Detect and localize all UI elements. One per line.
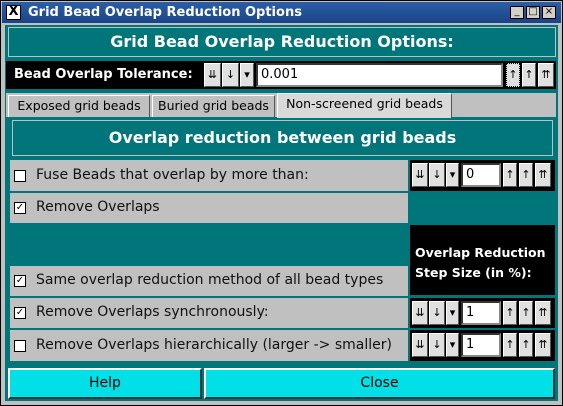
down-arrow-icon: ↓	[432, 168, 442, 181]
remove-overlaps-checkbox[interactable]: ✓	[14, 202, 26, 214]
tolerance-increase-button[interactable]: ↑	[506, 63, 520, 87]
same-method-checkbox[interactable]: ✓	[14, 275, 26, 287]
fuse-beads-checkbox[interactable]	[14, 170, 26, 182]
sync-value-input[interactable]: 1	[461, 301, 501, 325]
tolerance-decrease-button[interactable]: ↓	[222, 63, 239, 87]
down-arrow-icon: ↓	[225, 68, 236, 81]
down-arrow-icon: ↓	[432, 306, 442, 319]
hier-increase-fast-button[interactable]: ⇈	[535, 333, 551, 357]
tab-bar: Exposed grid beads Buried grid beads Non…	[6, 93, 556, 118]
chevron-down-icon: ▾	[449, 306, 456, 319]
tab-buried-grid-beads[interactable]: Buried grid beads	[152, 95, 275, 117]
remove-sync-checkbox[interactable]: ✓	[14, 307, 26, 319]
up-arrow-icon: ↑	[505, 168, 515, 181]
remove-sync-label: Remove Overlaps synchronously:	[36, 304, 269, 320]
up-arrow-icon: ↑	[521, 168, 531, 181]
close-window-button[interactable]: ×	[542, 6, 556, 19]
close-button[interactable]: Close	[204, 368, 555, 399]
double-down-arrow-icon: ⇊	[415, 338, 425, 351]
remove-hier-checkbox[interactable]	[14, 340, 26, 352]
double-up-arrow-icon: ⇈	[538, 306, 548, 319]
hier-increase-more-button[interactable]: ↑	[519, 333, 533, 357]
double-up-arrow-icon: ⇈	[538, 338, 548, 351]
tab-non-screened-grid-beads[interactable]: Non-screened grid beads	[277, 93, 452, 118]
help-button[interactable]: Help	[8, 368, 202, 399]
sync-dropdown-button[interactable]: ▾	[446, 301, 459, 325]
up-arrow-icon: ↑	[508, 68, 518, 81]
up-arrow-icon: ↑	[505, 306, 515, 319]
hier-increase-button[interactable]: ↑	[503, 333, 517, 357]
sync-increase-fast-button[interactable]: ⇈	[535, 301, 551, 325]
chevron-down-icon: ▾	[449, 168, 456, 181]
hier-dropdown-button[interactable]: ▾	[446, 333, 459, 357]
hier-value-input[interactable]: 1	[461, 333, 501, 357]
remove-overlaps-row: ✓ Remove Overlaps	[10, 193, 408, 223]
tolerance-decrease-fast-button[interactable]: ⇊	[204, 63, 221, 87]
tab-exposed-grid-beads[interactable]: Exposed grid beads	[8, 95, 150, 117]
tolerance-dropdown-button[interactable]: ▾	[240, 63, 254, 87]
double-down-arrow-icon: ⇊	[415, 168, 425, 181]
app-icon[interactable]: X	[6, 5, 21, 20]
remove-sync-row: ✓ Remove Overlaps synchronously:	[10, 298, 408, 328]
check-mark-icon: ✓	[15, 202, 25, 213]
sync-increase-more-button[interactable]: ↑	[519, 301, 533, 325]
tolerance-row: Bead Overlap Tolerance: ⇊ ↓ ▾ 0.001 ↑ ↑ …	[6, 61, 556, 89]
tolerance-label: Bead Overlap Tolerance:	[14, 67, 193, 82]
tolerance-input[interactable]: 0.001	[256, 63, 503, 87]
up-arrow-icon: ↑	[505, 338, 515, 351]
fuse-beads-stepper: ⇊ ↓ ▾ 0 ↑ ↑ ⇈	[410, 160, 555, 191]
minimize-button[interactable]: _	[510, 6, 524, 19]
options-panel: Overlap reduction between grid beads Fus…	[10, 118, 555, 364]
hier-stepper: ⇊ ↓ ▾ 1 ↑ ↑ ⇈	[410, 330, 555, 361]
title-bar[interactable]: X Grid Bead Overlap Reduction Options _ …	[2, 2, 561, 23]
fuse-value-input[interactable]: 0	[461, 163, 501, 187]
up-arrow-icon: ↑	[521, 306, 531, 319]
step-size-label-line2: Step Size (in %):	[415, 265, 532, 280]
step-size-box: Overlap Reduction Step Size (in %):	[410, 225, 555, 295]
fuse-increase-more-button[interactable]: ↑	[519, 163, 533, 187]
page-title: Grid Bead Overlap Reduction Options:	[8, 27, 556, 57]
fuse-beads-label: Fuse Beads that overlap by more than:	[36, 167, 309, 183]
sync-decrease-button[interactable]: ↓	[429, 301, 445, 325]
up-arrow-icon: ↑	[521, 338, 531, 351]
up-arrow-icon: ↑	[524, 68, 534, 81]
fuse-increase-fast-button[interactable]: ⇈	[535, 163, 551, 187]
down-arrow-icon: ↓	[432, 338, 442, 351]
sync-stepper: ⇊ ↓ ▾ 1 ↑ ↑ ⇈	[410, 298, 555, 328]
panel-title: Overlap reduction between grid beads	[12, 120, 553, 156]
remove-hier-label: Remove Overlaps hierarchically (larger -…	[36, 337, 392, 353]
check-mark-icon: ✓	[15, 307, 25, 318]
fuse-decrease-fast-button[interactable]: ⇊	[412, 163, 428, 187]
same-method-row: ✓ Same overlap reduction method of all b…	[10, 266, 408, 296]
sync-decrease-fast-button[interactable]: ⇊	[412, 301, 428, 325]
double-down-arrow-icon: ⇊	[415, 306, 425, 319]
maximize-button[interactable]: □	[526, 6, 540, 19]
chevron-down-icon: ▾	[244, 68, 250, 81]
remove-overlaps-label: Remove Overlaps	[36, 199, 160, 215]
chevron-down-icon: ▾	[449, 338, 456, 351]
double-down-arrow-icon: ⇊	[207, 68, 218, 81]
tolerance-increase-more-button[interactable]: ↑	[522, 63, 536, 87]
sync-increase-button[interactable]: ↑	[503, 301, 517, 325]
fuse-increase-button[interactable]: ↑	[503, 163, 517, 187]
double-up-arrow-icon: ⇈	[541, 68, 551, 81]
hier-decrease-fast-button[interactable]: ⇊	[412, 333, 428, 357]
window-title: Grid Bead Overlap Reduction Options	[28, 5, 302, 20]
fuse-dropdown-button[interactable]: ▾	[446, 163, 459, 187]
check-mark-icon: ✓	[15, 275, 25, 286]
fuse-beads-row: Fuse Beads that overlap by more than:	[10, 160, 408, 191]
remove-hier-row: Remove Overlaps hierarchically (larger -…	[10, 330, 408, 361]
fuse-decrease-button[interactable]: ↓	[429, 163, 445, 187]
hier-decrease-button[interactable]: ↓	[429, 333, 445, 357]
step-size-label-line1: Overlap Reduction	[415, 245, 546, 260]
double-up-arrow-icon: ⇈	[538, 168, 548, 181]
same-method-label: Same overlap reduction method of all bea…	[36, 272, 384, 288]
tolerance-increase-fast-button[interactable]: ⇈	[538, 63, 554, 87]
